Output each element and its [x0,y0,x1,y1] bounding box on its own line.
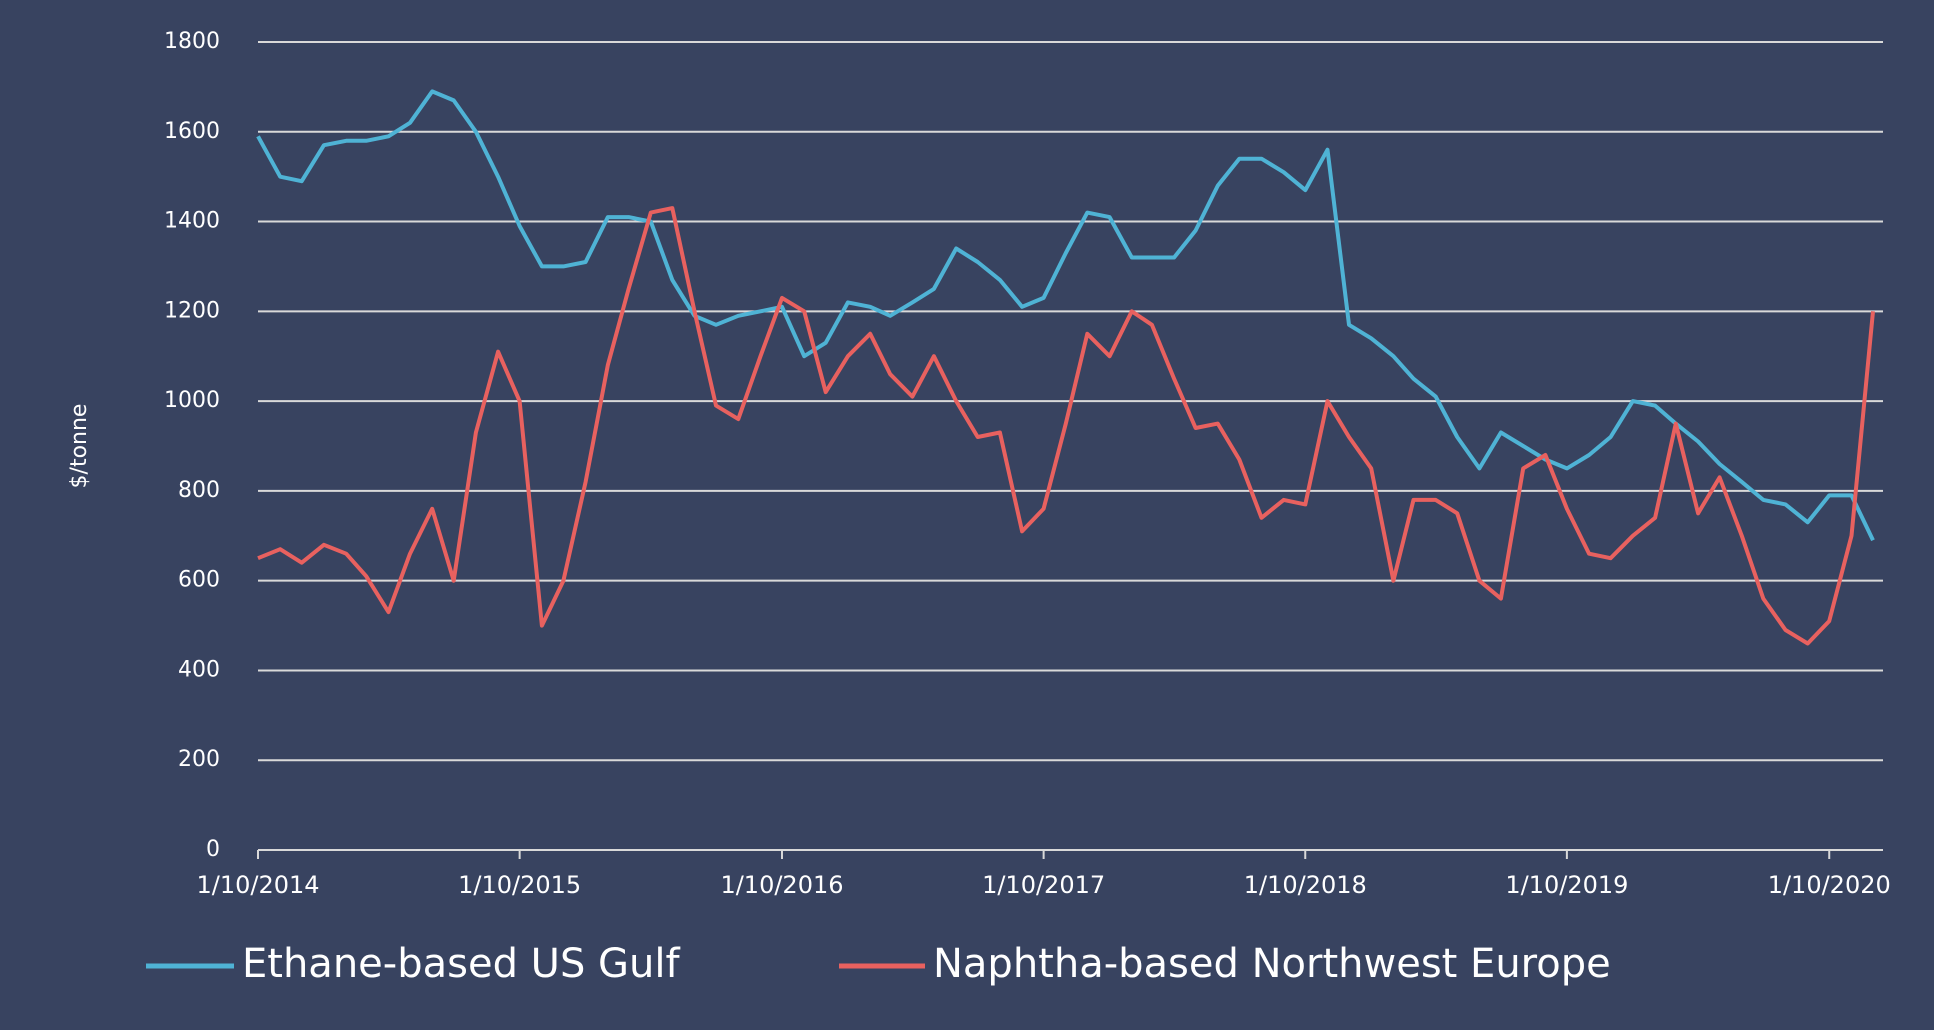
y-tick-label: 1400 [164,209,220,234]
y-axis-label: $/tonne [67,404,92,489]
legend-label: Naphtha-based Northwest Europe [933,941,1611,987]
y-tick-label: 1200 [164,298,220,323]
y-tick-label: 800 [178,478,220,503]
y-tick-label: 1000 [164,388,220,413]
x-tick-label: 1/10/2019 [1505,871,1628,899]
series-line [257,206,1875,646]
y-tick-label: 0 [206,837,220,862]
x-tick-label: 1/10/2017 [982,871,1105,899]
y-tick-label: 1600 [164,119,220,144]
y-tick-label: 600 [178,568,220,593]
legend-label: Ethane-based US Gulf [242,941,681,987]
y-tick-label: 1800 [164,29,220,54]
y-tick-label: 400 [178,657,220,682]
x-tick-label: 1/10/2015 [458,871,581,899]
x-tick-label: 1/10/2020 [1768,871,1891,899]
x-tick-label: 1/10/2016 [720,871,843,899]
x-tick-label: 1/10/2014 [196,871,319,899]
x-tick-label: 1/10/2018 [1244,871,1367,899]
y-tick-label: 200 [178,747,220,772]
series-line [256,89,1875,542]
